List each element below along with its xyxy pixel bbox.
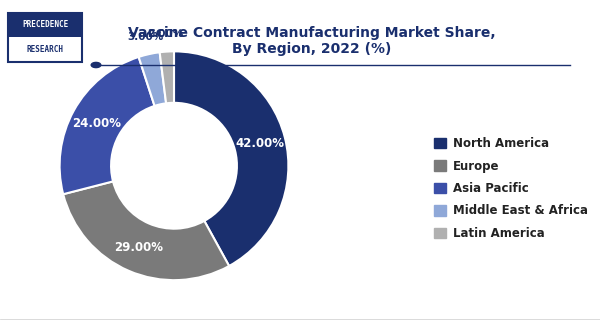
Wedge shape <box>174 51 289 266</box>
Text: 24.00%: 24.00% <box>72 117 121 130</box>
Text: 42.00%: 42.00% <box>235 137 284 150</box>
Wedge shape <box>160 51 174 103</box>
Legend: North America, Europe, Asia Pacific, Middle East & Africa, Latin America: North America, Europe, Asia Pacific, Mid… <box>428 131 594 246</box>
FancyBboxPatch shape <box>8 12 82 37</box>
Wedge shape <box>63 181 229 280</box>
Text: 2.00%: 2.00% <box>148 30 184 39</box>
Text: PRECEDENCE: PRECEDENCE <box>22 20 68 29</box>
Text: 29.00%: 29.00% <box>114 240 163 254</box>
Text: RESEARCH: RESEARCH <box>26 45 64 54</box>
Text: Vaccine Contract Manufacturing Market Share,
By Region, 2022 (%): Vaccine Contract Manufacturing Market Sh… <box>128 26 496 56</box>
Wedge shape <box>139 52 166 106</box>
Text: 3.00%: 3.00% <box>127 32 163 42</box>
FancyBboxPatch shape <box>8 12 82 62</box>
Wedge shape <box>59 57 155 194</box>
